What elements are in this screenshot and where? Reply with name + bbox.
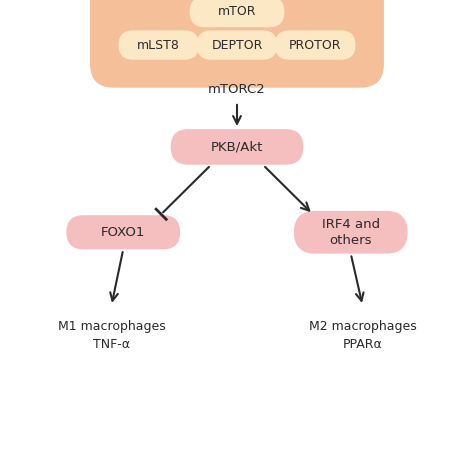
FancyBboxPatch shape — [90, 0, 384, 88]
Text: mTOR: mTOR — [218, 5, 256, 18]
Text: IRF4 and
others: IRF4 and others — [322, 218, 380, 247]
FancyBboxPatch shape — [171, 129, 303, 164]
Text: M1 macrophages
TNF-α: M1 macrophages TNF-α — [57, 320, 165, 351]
FancyBboxPatch shape — [275, 30, 356, 60]
FancyBboxPatch shape — [66, 215, 180, 249]
Text: PROTOR: PROTOR — [289, 38, 341, 52]
FancyBboxPatch shape — [190, 0, 284, 27]
FancyBboxPatch shape — [197, 30, 277, 60]
Text: M2 macrophages
PPARα: M2 macrophages PPARα — [309, 320, 417, 351]
Text: mLST8: mLST8 — [137, 38, 180, 52]
Text: FOXO1: FOXO1 — [101, 226, 146, 239]
Text: DEPTOR: DEPTOR — [211, 38, 263, 52]
FancyBboxPatch shape — [118, 30, 199, 60]
Text: mTORC2: mTORC2 — [208, 82, 266, 96]
Text: PKB/Akt: PKB/Akt — [211, 140, 263, 154]
FancyBboxPatch shape — [294, 211, 408, 254]
